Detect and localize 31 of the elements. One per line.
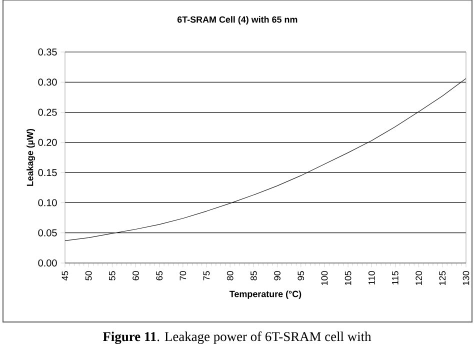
x-tick-label: 120 bbox=[416, 271, 422, 286]
x-tick-label: 55 bbox=[109, 271, 116, 280]
x-tick-label: 85 bbox=[250, 271, 257, 280]
x-tick-label: 45 bbox=[62, 271, 68, 281]
y-tick-label: 0.15 bbox=[38, 169, 57, 176]
x-tick-label: 80 bbox=[226, 271, 234, 280]
x-tick-label: 65 bbox=[156, 271, 163, 280]
x-tick-label: 50 bbox=[85, 271, 92, 280]
x-tick-label: 110 bbox=[368, 271, 375, 284]
x-tick-label: 60 bbox=[132, 271, 139, 280]
x-tick-label: 100 bbox=[321, 271, 328, 286]
line-series bbox=[65, 78, 466, 241]
x-tick-label: 125 bbox=[439, 271, 446, 286]
x-tick-label: 70 bbox=[180, 271, 186, 280]
y-tick-label: 0.05 bbox=[38, 229, 57, 236]
y-tick-label: 0.25 bbox=[38, 108, 57, 116]
x-axis-title: Temperature (°C) bbox=[230, 290, 302, 299]
chart-title: 6T-SRAM Cell (4) with 65 nm bbox=[177, 16, 298, 24]
x-tick-label: 95 bbox=[298, 271, 304, 280]
y-tick-label: 0.35 bbox=[38, 48, 57, 56]
y-tick-label: 0.30 bbox=[38, 78, 57, 86]
text: Figure 11. Leakage power of 6T-SRAM cell with bbox=[102, 332, 372, 344]
x-tick-label: 130 bbox=[462, 271, 470, 286]
x-tick-label: 90 bbox=[274, 271, 280, 280]
y-tick-label: 0.00 bbox=[38, 259, 57, 267]
x-tick-label: 75 bbox=[203, 271, 210, 280]
y-axis-title: Leakage (µW) bbox=[26, 128, 36, 186]
y-tick-label: 0.20 bbox=[38, 138, 57, 146]
x-tick-label: 105 bbox=[344, 271, 352, 286]
y-tick-label: 0.10 bbox=[38, 199, 57, 206]
x-tick-label: 115 bbox=[392, 271, 398, 284]
